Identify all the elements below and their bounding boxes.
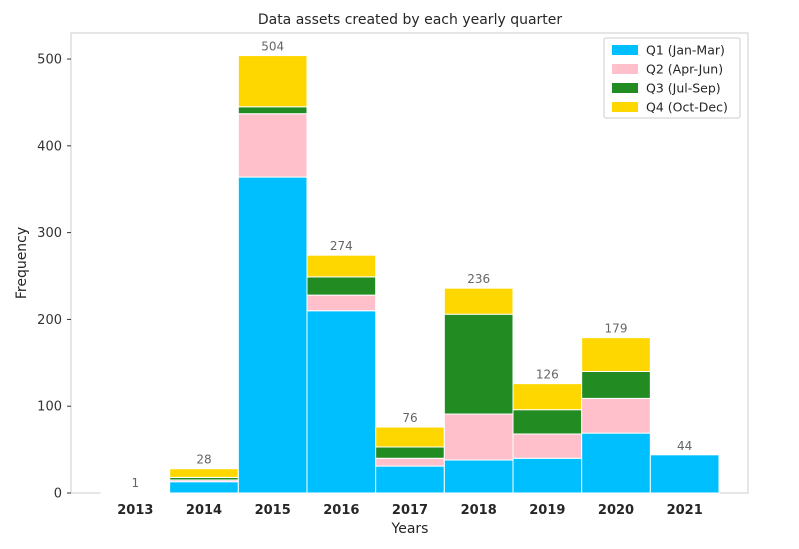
- bar-2015-q2: [237, 113, 308, 178]
- y-tick-0: 0: [54, 487, 62, 502]
- legend-label-q1: Q1 (Jan-Mar): [646, 43, 725, 58]
- bar-2018-q2: [443, 413, 514, 461]
- y-tick-400: 400: [37, 139, 62, 154]
- bar-2019-q4: [512, 383, 583, 411]
- x-tick-2014: 2014: [186, 503, 222, 518]
- legend-swatch-q2: [612, 64, 638, 74]
- bar-2014-q1: [169, 481, 239, 494]
- bar-2016-q3: [306, 276, 377, 296]
- legend: Q1 (Jan-Mar) Q2 (Apr-Jun) Q3 (Jul-Sep) Q4 (…: [603, 37, 741, 119]
- legend-label-q3: Q3 (Jul-Sep): [646, 81, 721, 96]
- total-label-2016: 274: [330, 239, 353, 253]
- y-tick-200: 200: [37, 313, 62, 328]
- bar-2017-q1: [375, 465, 445, 494]
- y-axis-title: Frequency: [14, 227, 30, 299]
- bar-2014-q4: [169, 468, 239, 478]
- bar-2016-q2: [306, 294, 377, 312]
- bar-2019-q2: [512, 433, 583, 459]
- x-tick-2016: 2016: [323, 503, 359, 518]
- legend-label-q2: Q2 (Apr-Jun): [646, 62, 723, 77]
- x-tick-2017: 2017: [392, 503, 428, 518]
- bar-2020-q3: [581, 370, 651, 399]
- total-label-2018: 236: [467, 272, 490, 286]
- bar-2015-q1: [237, 176, 308, 494]
- x-tick-2013: 2013: [117, 503, 153, 518]
- legend-swatch-q1: [612, 45, 638, 55]
- total-label-2013: 1: [132, 476, 140, 490]
- x-tick-2015: 2015: [255, 503, 291, 518]
- bar-2020-q1: [581, 432, 651, 494]
- x-tick-2021: 2021: [667, 503, 703, 518]
- bar-2017-q3: [375, 446, 445, 459]
- total-label-2014: 28: [196, 453, 211, 467]
- bar-2018-q3: [443, 313, 514, 415]
- bar-2019-q1: [512, 457, 583, 494]
- bar-2016-q4: [306, 254, 377, 278]
- chart-title: Data assets created by each yearly quart…: [258, 12, 563, 28]
- bar-2019-q3: [512, 409, 583, 435]
- y-axis-ticks: 0 100 200 300 400 500: [37, 53, 71, 502]
- bar-2016-q1: [306, 310, 377, 494]
- total-label-2019: 126: [536, 368, 559, 382]
- y-tick-500: 500: [37, 53, 62, 68]
- x-axis-ticks: 2013 2014 2015 2016 2017 2018 2019 2020 2021: [117, 503, 703, 518]
- y-tick-300: 300: [37, 226, 62, 241]
- total-label-2017: 76: [402, 411, 417, 425]
- total-label-2021: 44: [677, 439, 692, 453]
- bars-group: [100, 55, 720, 494]
- bar-2018-q1: [443, 459, 514, 494]
- bar-2021-q1: [649, 454, 720, 494]
- bar-2017-q4: [375, 426, 445, 448]
- legend-swatch-q3: [612, 83, 638, 93]
- total-labels-group: 1 28 504 274 76 236 126 179 44: [132, 40, 693, 491]
- y-tick-100: 100: [37, 400, 62, 415]
- x-tick-2018: 2018: [461, 503, 497, 518]
- bar-2018-q4: [443, 287, 514, 315]
- bar-2013-q4: [100, 491, 171, 494]
- legend-box: [603, 37, 741, 119]
- legend-swatch-q4: [612, 102, 638, 112]
- total-label-2015: 504: [261, 40, 284, 54]
- bar-2015-q3: [237, 106, 308, 115]
- x-tick-2020: 2020: [598, 503, 634, 518]
- bar-2020-q4: [581, 337, 651, 372]
- bar-2017-q2: [375, 457, 445, 467]
- x-axis-title: Years: [391, 521, 429, 537]
- total-label-2020: 179: [605, 322, 628, 336]
- legend-label-q4: Q4 (Oct-Dec): [646, 100, 728, 115]
- x-tick-2019: 2019: [529, 503, 565, 518]
- bar-2015-q4: [237, 55, 308, 108]
- bar-2020-q2: [581, 397, 651, 434]
